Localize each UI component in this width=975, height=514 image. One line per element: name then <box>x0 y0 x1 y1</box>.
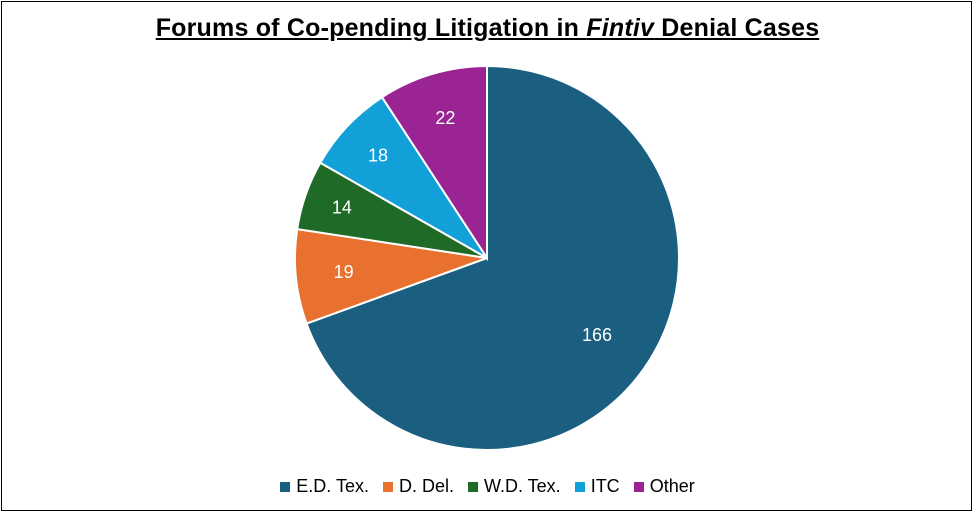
legend-swatch <box>574 481 585 492</box>
pie-slice-other <box>380 64 488 262</box>
legend-item-w-d-tex: W.D. Tex. <box>468 476 561 497</box>
legend-label: ITC <box>590 476 620 496</box>
legend-label: E.D. Tex. <box>296 476 369 496</box>
chart-legend: E.D. Tex. D. Del. W.D. Tex. ITC Other <box>0 476 975 497</box>
legend-swatch <box>382 481 393 492</box>
pie-slice-d-del <box>294 227 488 325</box>
data-label-itc: 18 <box>368 145 388 165</box>
data-label-e-d-tex: 166 <box>582 325 612 345</box>
legend-item-other: Other <box>633 476 695 497</box>
legend-item-d-del: D. Del. <box>382 476 454 497</box>
legend-swatch <box>468 481 478 492</box>
data-label-other: 22 <box>435 108 455 128</box>
legend-item-itc: ITC <box>574 476 620 497</box>
legend-label: Other <box>649 476 695 496</box>
data-label-d-del: 19 <box>334 262 354 282</box>
legend-label: D. Del. <box>398 476 454 496</box>
legend-item-e-d-tex: E.D. Tex. <box>280 476 369 497</box>
legend-swatch <box>633 481 644 492</box>
data-label-w-d-tex: 14 <box>332 197 352 217</box>
legend-label: W.D. Tex. <box>484 476 561 496</box>
legend-swatch <box>280 481 291 492</box>
chart-title: Forums of Co-pending Litigation in Finti… <box>155 14 820 42</box>
pie-slice-e-d-tex <box>305 64 680 451</box>
